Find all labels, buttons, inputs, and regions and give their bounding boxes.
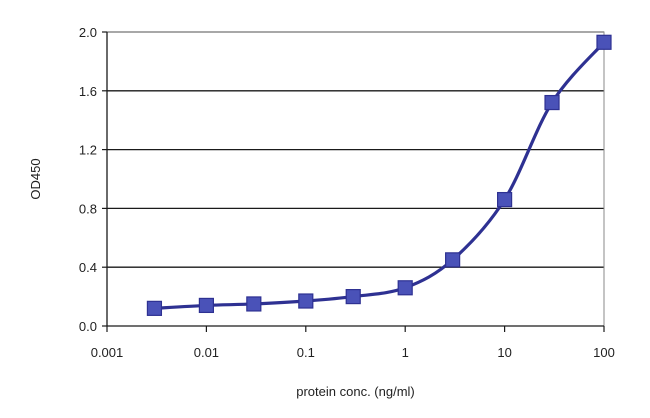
data-point xyxy=(298,293,314,309)
series xyxy=(146,34,612,316)
data-point xyxy=(544,94,560,111)
data-point xyxy=(345,289,361,305)
y-axis-title: OD450 xyxy=(28,158,43,199)
x-tick-labels: 0.001 0.01 0.1 1 10 100 xyxy=(91,326,615,360)
y-tick-labels: 0.0 0.4 0.8 1.2 1.6 2.0 xyxy=(79,25,107,334)
y-tick-label: 0.0 xyxy=(79,319,97,334)
y-tick-label: 1.6 xyxy=(79,84,97,99)
y-tick-label: 2.0 xyxy=(79,25,97,40)
x-tick-label: 0.1 xyxy=(297,345,315,360)
x-tick-label: 0.01 xyxy=(194,345,219,360)
x-tick-label: 10 xyxy=(497,345,511,360)
x-axis-title: protein conc. (ng/ml) xyxy=(296,384,415,399)
data-point xyxy=(146,300,163,316)
y-tick-label: 0.4 xyxy=(79,260,97,275)
data-point xyxy=(497,191,513,208)
data-point xyxy=(445,252,461,268)
y-tick-label: 0.8 xyxy=(79,201,97,216)
series-line xyxy=(154,41,606,310)
data-point xyxy=(246,296,262,312)
x-tick-label: 100 xyxy=(593,345,615,360)
y-tick-label: 1.2 xyxy=(79,143,97,158)
data-point xyxy=(596,34,612,50)
plot-border xyxy=(106,31,605,327)
plot-frame xyxy=(106,31,605,327)
x-tick-label: 1 xyxy=(402,345,409,360)
data-point xyxy=(397,280,413,296)
data-point xyxy=(198,297,214,314)
x-tick-label: 0.001 xyxy=(91,345,124,360)
